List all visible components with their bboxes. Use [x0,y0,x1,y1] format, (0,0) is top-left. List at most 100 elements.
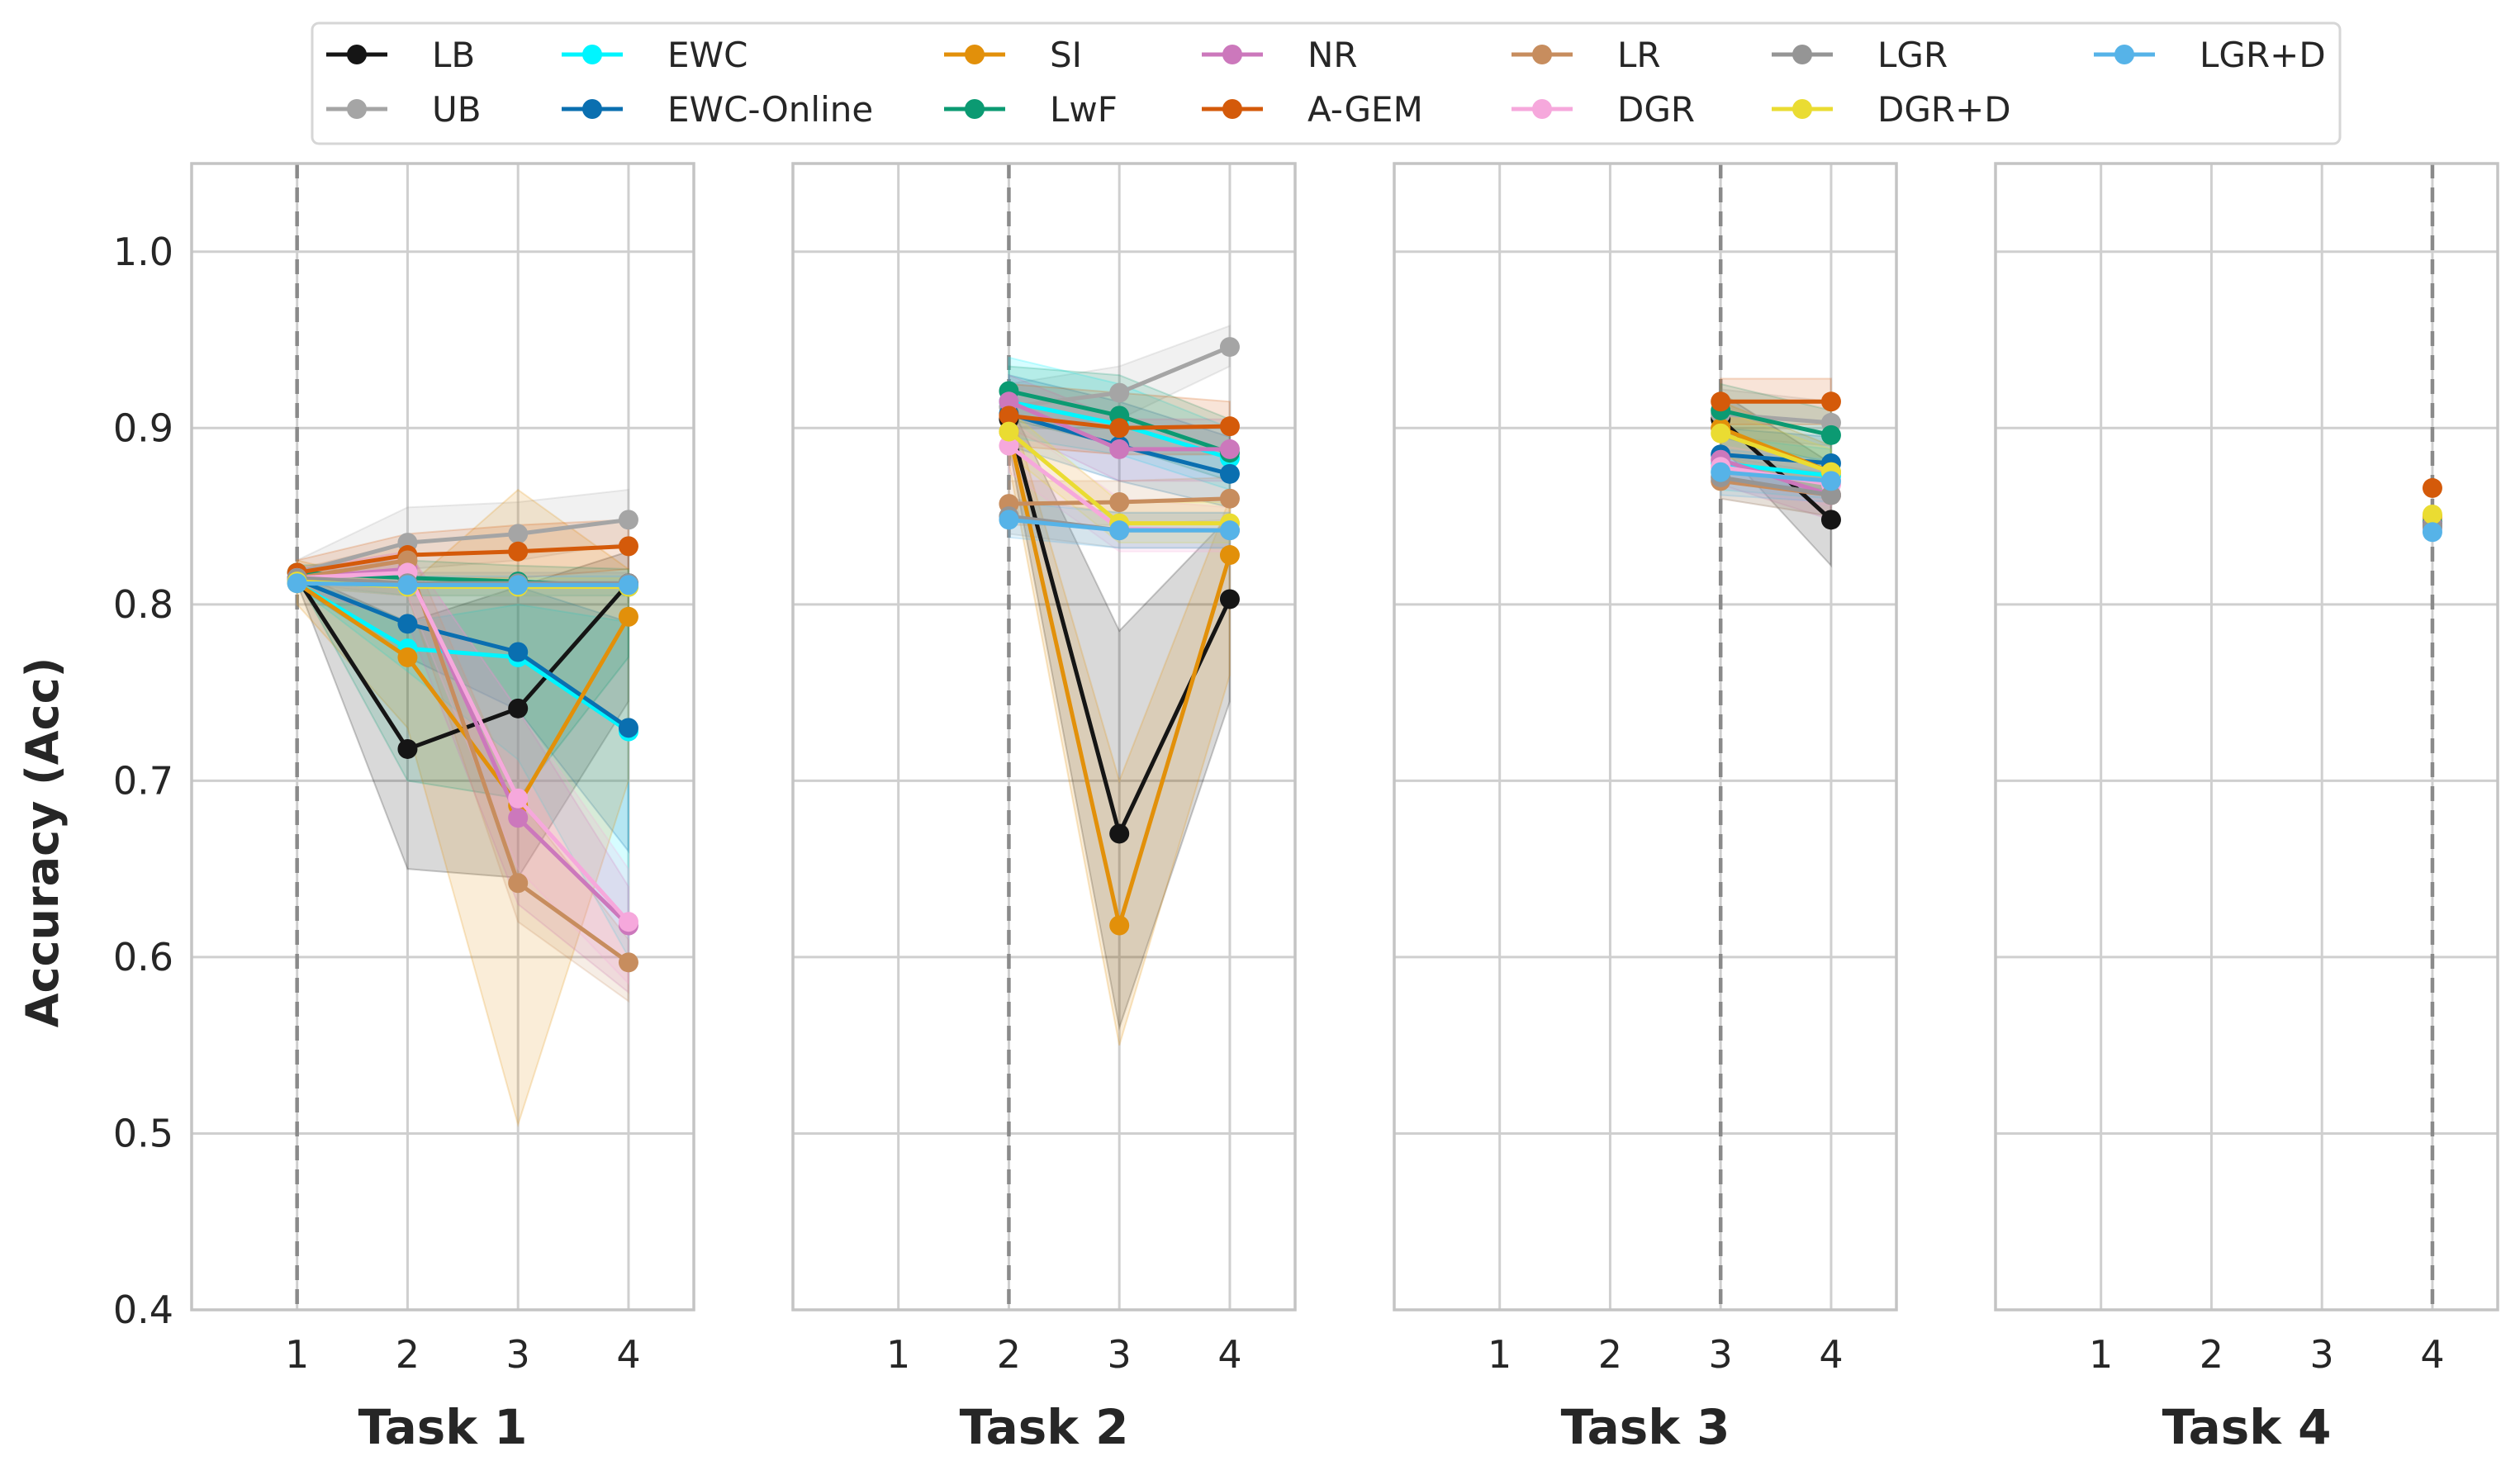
panel-title: Task 2 [960,1399,1129,1455]
line-dgr [297,570,630,923]
point-si [397,647,418,667]
point-lr [508,873,529,894]
y-tick-label: 0.6 [113,935,173,979]
legend-marker [1222,45,1242,64]
panel-2: 1 2 3 4 Task 2 [791,162,1297,1455]
x-tick-label: 3 [2310,1332,2334,1377]
panel-frame [791,162,1297,1311]
point-lwf [1820,424,1841,445]
legend-entry-ewc: EWC [562,35,747,75]
x-tick-label: 1 [1488,1332,1512,1377]
legend-label: EWC-Online [667,89,873,130]
panel-frame [1393,162,1898,1311]
point-a-gem [1109,418,1130,439]
point-lb [1820,510,1841,530]
panel-4: 1 2 3 4 Task 4 [1994,162,2499,1455]
point-ewc-online [508,642,529,662]
panel-3: 1 2 3 4 Task 3 [1393,162,1898,1455]
point-a-gem [2422,477,2442,498]
point-lgr-plus-d [618,575,638,595]
legend-label: DGR+D [1877,89,2011,130]
y-tick-label: 0.5 [113,1111,173,1155]
point-ub [1219,337,1240,358]
legend-marker [582,99,602,119]
point-a-gem [508,541,529,562]
point-ub [508,524,529,544]
legend-entry-lgr-plus-d: LGR+D [2094,35,2326,75]
panels: 0.4 0.5 0.6 0.7 0.8 0.9 1.0 1 2 3 4 Task 1 1 2 3 4 Task … [113,162,2499,1455]
point-si [1219,545,1240,566]
x-tick-label: 1 [285,1332,309,1377]
legend-marker [1532,99,1552,119]
x-tick-label: 2 [997,1332,1021,1377]
x-tick-label: 2 [2200,1332,2223,1377]
point-a-gem [1820,391,1841,412]
legend-marker [347,99,367,119]
point-ub [1109,382,1130,403]
point-lr [1219,488,1240,509]
x-tick-label: 3 [1709,1332,1733,1377]
point-nr [508,808,529,828]
legend-label: LR [1617,35,1661,75]
x-tick-label: 3 [506,1332,530,1377]
point-a-gem [1219,416,1240,437]
point-dgr [508,788,529,809]
legend-label: A-GEM [1307,89,1423,130]
legend: LB UB EWC EWC-Online SI LwF NR A-GEM LR DGR LGR DGR… [311,21,2342,145]
point-a-gem [999,406,1019,426]
band-nr [296,550,629,994]
point-lb [397,738,418,759]
legend-label: NR [1307,35,1358,75]
legend-label: LwF [1050,89,1118,130]
point-lr [618,952,638,973]
point-lb [508,698,529,719]
y-tick-label: 1.0 [113,230,173,274]
line-lwf [1720,408,1832,438]
point-lb [1219,589,1240,609]
point-dgr-plus-d [1711,423,1731,443]
band-lwf [296,559,629,799]
legend-marker [965,99,985,119]
point-dgr-plus-d [2422,504,2442,524]
legend-entry-lgr: LGR [1772,35,1948,75]
x-tick-label: 4 [1217,1332,1241,1377]
band-lr [296,541,629,1003]
point-lb [1109,823,1130,844]
legend-entry-si: SI [944,35,1082,75]
point-si [618,606,638,627]
point-ub [618,510,638,530]
point-lgr-plus-d [397,575,418,595]
line-lgr-plus-d [297,581,629,587]
legend-entry-nr: NR [1202,35,1358,75]
line-lgr [1720,475,1832,497]
line-ewc-online [296,577,630,730]
point-lr [1109,491,1130,512]
panel-title: Task 4 [2162,1399,2332,1455]
y-tick-label: 0.7 [113,758,173,803]
point-dgr-plus-d [999,421,1019,442]
legend-label: EWC [667,35,747,75]
point-lgr-plus-d [287,573,307,594]
legend-entry-lwf: LwF [944,89,1118,130]
legend-entry-lb: LB [326,35,475,75]
point-lgr-plus-d [999,510,1019,530]
panel-title: Task 3 [1561,1399,1730,1455]
point-lgr-plus-d [1219,520,1240,541]
y-tick-label: 0.9 [113,406,173,450]
point-lgr-plus-d [1820,471,1841,491]
point-lgr-plus-d [508,575,529,595]
point-dgr [999,435,1019,456]
panel-frame [1994,162,2499,1311]
legend-label: UB [432,89,482,130]
legend-marker [1792,99,1812,119]
x-tick-label: 1 [2089,1332,2113,1377]
legend-entry-dgr-plus-d: DGR+D [1772,89,2011,130]
legend-label: LGR+D [2200,35,2326,75]
line-ub [297,517,629,575]
line-a-gem [297,543,629,575]
line-ewc-online [1720,452,1832,466]
point-lgr-plus-d [2422,522,2442,543]
legend-entry-ewc-online: EWC-Online [562,89,873,130]
point-dgr [618,912,638,932]
line-lgr-plus-d [1720,470,1832,483]
